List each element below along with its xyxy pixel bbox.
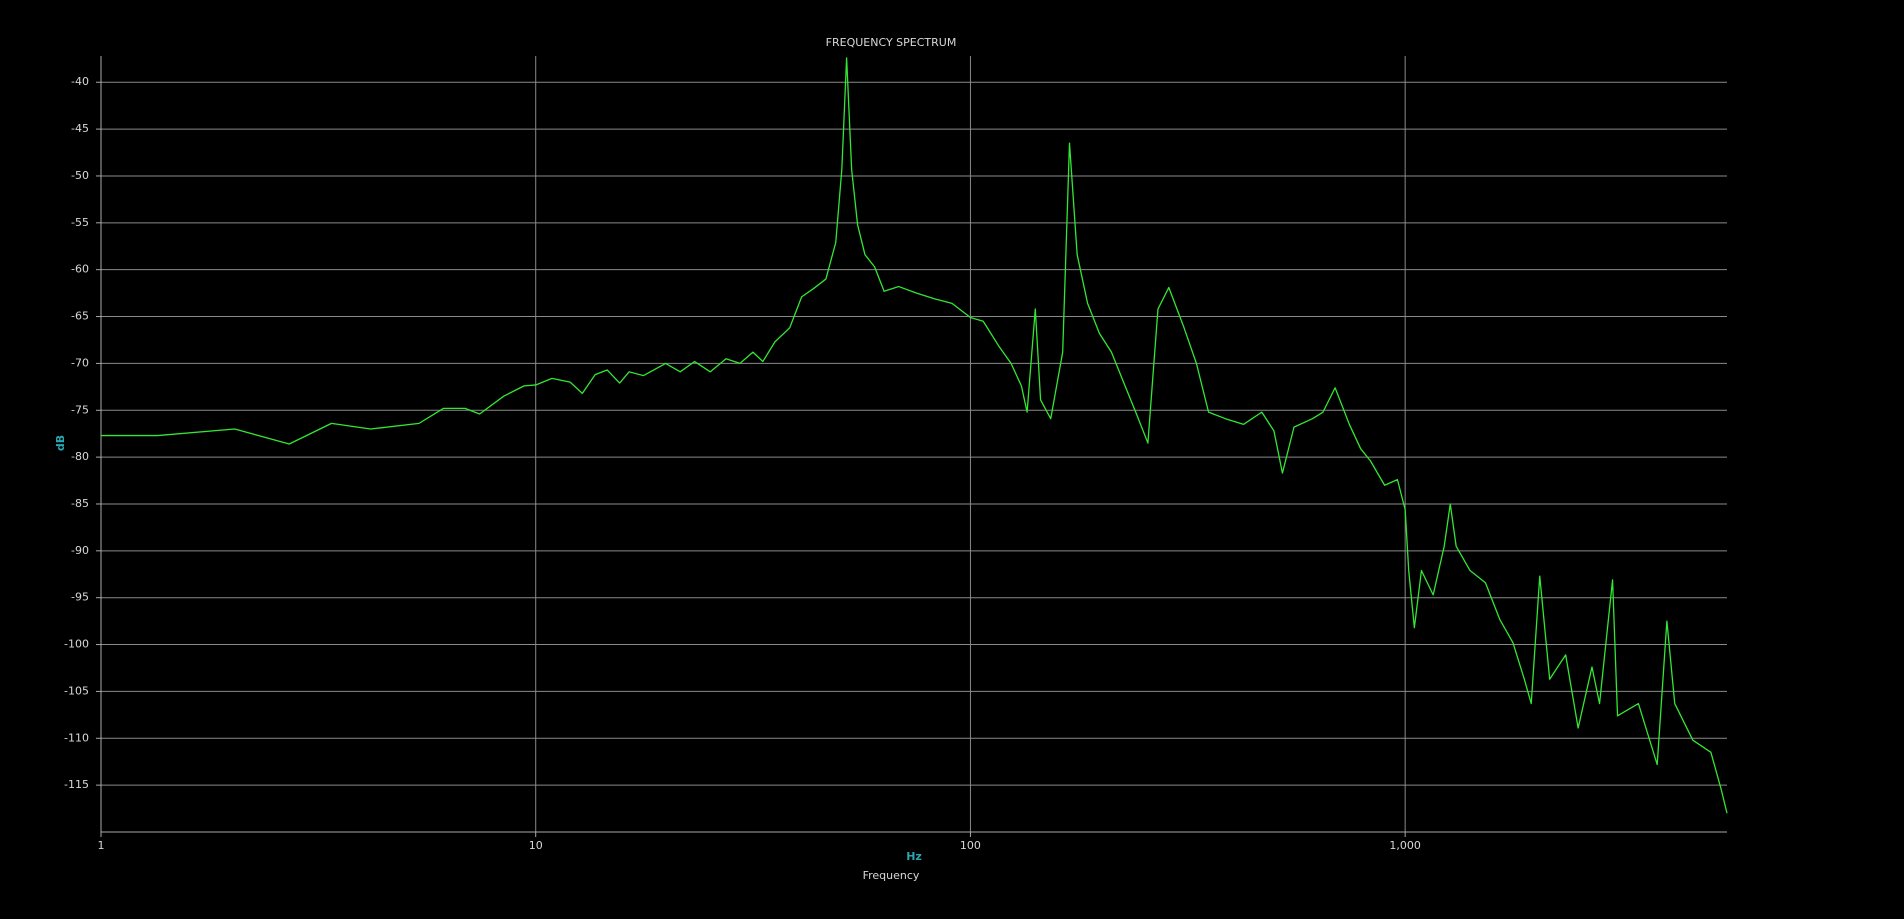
x-axis-unit: Hz	[906, 850, 922, 863]
x-axis-label: Frequency	[863, 869, 920, 882]
y-tick-label: -80	[71, 450, 89, 463]
y-tick-label: -75	[71, 403, 89, 416]
y-tick-label: -90	[71, 544, 89, 557]
x-tick-label: 1,000	[1389, 839, 1421, 852]
y-tick-label: -95	[71, 591, 89, 604]
y-axis-label: dB	[54, 435, 67, 451]
y-tick-label: -50	[71, 169, 89, 182]
y-tick-label: -45	[71, 122, 89, 135]
y-tick-label: -60	[71, 263, 89, 276]
y-tick-label: -85	[71, 497, 89, 510]
x-tick-label: 1	[98, 839, 105, 852]
y-tick-label: -105	[64, 684, 89, 697]
y-tick-label: -100	[64, 638, 89, 651]
y-tick-label: -55	[71, 216, 89, 229]
y-tick-label: -40	[71, 75, 89, 88]
chart-title: FREQUENCY SPECTRUM	[826, 36, 957, 49]
y-tick-label: -65	[71, 310, 89, 323]
y-tick-label: -115	[64, 778, 89, 791]
x-tick-label: 100	[960, 839, 981, 852]
y-tick-label: -70	[71, 356, 89, 369]
x-tick-label: 10	[529, 839, 543, 852]
spectrum-line	[101, 57, 1728, 814]
y-tick-label: -110	[64, 731, 89, 744]
